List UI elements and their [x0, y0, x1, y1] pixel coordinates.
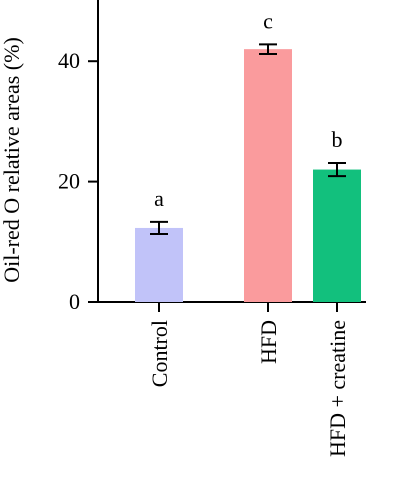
y-tick-label: 40 — [58, 48, 80, 73]
error-bar — [328, 161, 346, 178]
x-tick-label: Control — [147, 320, 172, 387]
bar — [244, 49, 292, 302]
significance-letter: b — [332, 127, 343, 152]
significance-letter: c — [263, 8, 273, 33]
significance-letter: a — [154, 186, 164, 211]
y-tick-label: 20 — [58, 169, 80, 194]
x-tick-label: HFD — [256, 320, 281, 364]
y-axis-label: Oil-red O relative areas (%) — [0, 37, 24, 283]
error-bar — [150, 220, 168, 235]
x-tick-labels: Control HFD HFD + creatine — [147, 302, 350, 457]
y-tick-label: 0 — [69, 289, 80, 314]
bar — [313, 169, 361, 302]
x-tick-label: HFD + creatine — [325, 320, 350, 457]
bar — [135, 227, 183, 302]
error-bar — [259, 43, 277, 55]
y-ticks: 0 20 40 — [58, 48, 98, 314]
bars: a c b — [135, 8, 361, 302]
